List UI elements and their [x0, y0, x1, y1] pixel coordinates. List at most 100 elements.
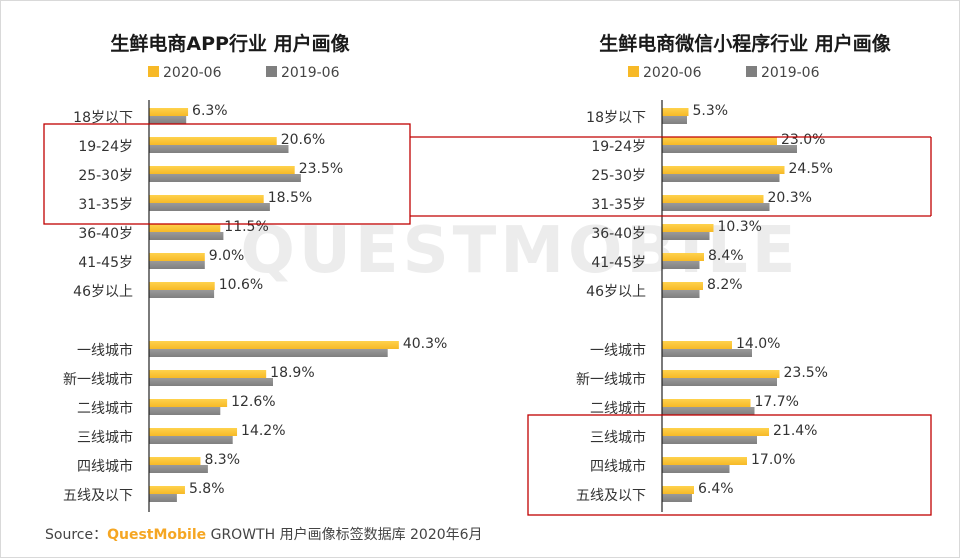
value-label: 5.3% [693, 103, 729, 119]
bar-2019 [149, 494, 177, 502]
category-label: 46岁以上 [586, 284, 646, 300]
bar-2019 [149, 232, 224, 240]
bar-2020 [662, 195, 764, 203]
legend-label-2019: 2019-06 [761, 65, 820, 81]
category-label: 三线城市 [590, 429, 646, 446]
bar-2020 [149, 282, 215, 290]
value-label: 12.6% [231, 394, 275, 410]
legend-label-2019: 2019-06 [281, 65, 340, 81]
highlight-box [527, 414, 932, 516]
value-label: 10.6% [219, 277, 263, 293]
category-label: 46岁以上 [73, 284, 133, 300]
bar-2020 [662, 253, 704, 261]
source-suffix: GROWTH 用户画像标签数据库 2020年6月 [206, 527, 483, 543]
chart-title: 生鲜电商APP行业 用户画像 [110, 32, 350, 55]
category-label: 41-45岁 [591, 255, 646, 271]
bar-2019 [662, 116, 687, 124]
bar-2020 [149, 428, 238, 436]
bar-2019 [662, 436, 757, 444]
bar-2019 [149, 261, 205, 269]
category-label: 31-35岁 [591, 197, 646, 213]
category-label: 新一线城市 [576, 371, 646, 388]
source-brand: QuestMobile [107, 527, 207, 543]
category-label: 19-24岁 [591, 139, 646, 155]
bar-2020 [149, 108, 189, 116]
value-label: 9.0% [209, 248, 245, 264]
bar-2020 [662, 224, 714, 232]
bar-2020 [149, 195, 264, 203]
legend-swatch-2019 [266, 66, 277, 77]
bar-2020 [662, 399, 751, 407]
value-label: 18.5% [268, 190, 312, 206]
bar-2019 [662, 378, 777, 386]
category-label: 一线城市 [77, 342, 133, 359]
value-label: 10.3% [718, 219, 762, 235]
legend-swatch-2020 [628, 66, 639, 77]
bar-2020 [149, 137, 277, 145]
bar-2019 [149, 465, 208, 473]
legend-label-2020: 2020-06 [163, 65, 222, 81]
bar-2020 [149, 253, 205, 261]
value-label: 8.3% [204, 452, 240, 468]
bar-2019 [149, 407, 221, 415]
value-label: 23.5% [784, 365, 828, 381]
bar-2020 [662, 486, 694, 494]
value-label: 5.8% [189, 481, 225, 497]
bar-2019 [662, 290, 700, 298]
category-label: 41-45岁 [78, 255, 133, 271]
bar-2019 [149, 378, 273, 386]
category-label: 四线城市 [77, 458, 133, 475]
category-label: 五线及以下 [576, 488, 646, 504]
bar-2019 [149, 290, 215, 298]
value-label: 17.0% [751, 452, 795, 468]
highlight-box [43, 123, 411, 225]
value-label: 8.4% [708, 248, 744, 264]
bar-2019 [662, 494, 692, 502]
source-prefix: Source： [45, 527, 108, 543]
bar-2020 [662, 282, 703, 290]
bar-2020 [149, 457, 201, 465]
bar-2019 [149, 349, 388, 357]
value-label: 8.2% [707, 277, 743, 293]
value-label: 20.6% [281, 132, 325, 148]
category-label: 五线及以下 [63, 488, 133, 504]
category-label: 36-40岁 [78, 226, 133, 242]
bar-2019 [662, 232, 710, 240]
chart-title: 生鲜电商微信小程序行业 用户画像 [599, 32, 892, 55]
category-label: 36-40岁 [591, 226, 646, 242]
bar-2020 [149, 486, 185, 494]
bar-2019 [662, 145, 797, 153]
source-note: Source：QuestMobile GROWTH 用户画像标签数据库 2020… [45, 524, 483, 544]
category-label: 二线城市 [77, 400, 133, 417]
category-label: 18岁以下 [73, 110, 133, 126]
category-label: 一线城市 [590, 342, 646, 359]
category-label: 18岁以下 [586, 110, 646, 126]
value-label: 14.0% [736, 336, 780, 352]
value-label: 11.5% [224, 219, 268, 235]
legend-swatch-2019 [746, 66, 757, 77]
bar-2019 [662, 203, 770, 211]
category-label: 新一线城市 [63, 371, 133, 388]
bar-2020 [149, 399, 228, 407]
bar-2019 [149, 116, 187, 124]
bar-2019 [662, 174, 780, 182]
bar-2020 [149, 224, 221, 232]
value-label: 21.4% [773, 423, 817, 439]
bar-2020 [662, 370, 780, 378]
bar-2019 [149, 174, 301, 182]
bar-2019 [662, 465, 730, 473]
category-label: 四线城市 [590, 458, 646, 475]
bar-2020 [662, 137, 777, 145]
bar-2020 [662, 108, 689, 116]
bar-2020 [149, 341, 399, 349]
value-label: 6.3% [192, 103, 228, 119]
value-label: 18.9% [270, 365, 314, 381]
bar-2020 [662, 166, 785, 174]
value-label: 24.5% [789, 161, 833, 177]
bar-2019 [149, 203, 270, 211]
value-label: 23.0% [781, 132, 825, 148]
chart-panel-2: 生鲜电商微信小程序行业 用户画像 2020-06 2019-06 18岁以下 5.3% 1… [527, 32, 932, 516]
bar-2019 [149, 436, 233, 444]
